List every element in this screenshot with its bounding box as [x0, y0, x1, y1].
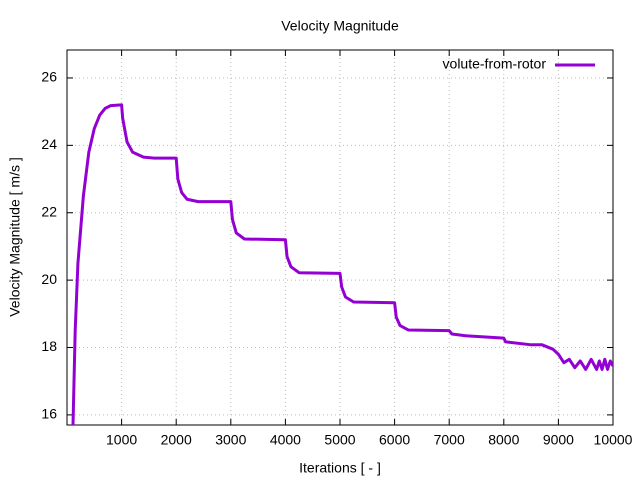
x-tick-label: 1000 [106, 432, 137, 448]
x-tick-label: 7000 [434, 432, 465, 448]
chart-title: Velocity Magnitude [281, 18, 399, 34]
x-tick-label: 3000 [215, 432, 246, 448]
y-tick-label: 20 [41, 271, 57, 287]
data-line [71, 103, 613, 425]
x-axis-label: Iterations [ - ] [299, 460, 381, 476]
x-tick-label: 8000 [488, 432, 519, 448]
x-tick-label: 2000 [161, 432, 192, 448]
y-tick-label: 26 [41, 69, 57, 85]
plot-area [71, 103, 613, 425]
y-tick-label: 16 [41, 406, 57, 422]
x-tick-label: 10000 [594, 432, 633, 448]
x-tick-label: 6000 [379, 432, 410, 448]
y-tick-label: 18 [41, 338, 57, 354]
plot-border [66, 49, 614, 426]
x-tick-label: 5000 [324, 432, 355, 448]
y-axis-label: Velocity Magnitude [ m/s ] [7, 157, 23, 317]
x-tick-label: 4000 [270, 432, 301, 448]
y-tick-label: 24 [41, 136, 57, 152]
legend-label: volute-from-rotor [443, 56, 547, 72]
y-tick-label: 22 [41, 203, 57, 219]
x-tick-label: 9000 [543, 432, 574, 448]
